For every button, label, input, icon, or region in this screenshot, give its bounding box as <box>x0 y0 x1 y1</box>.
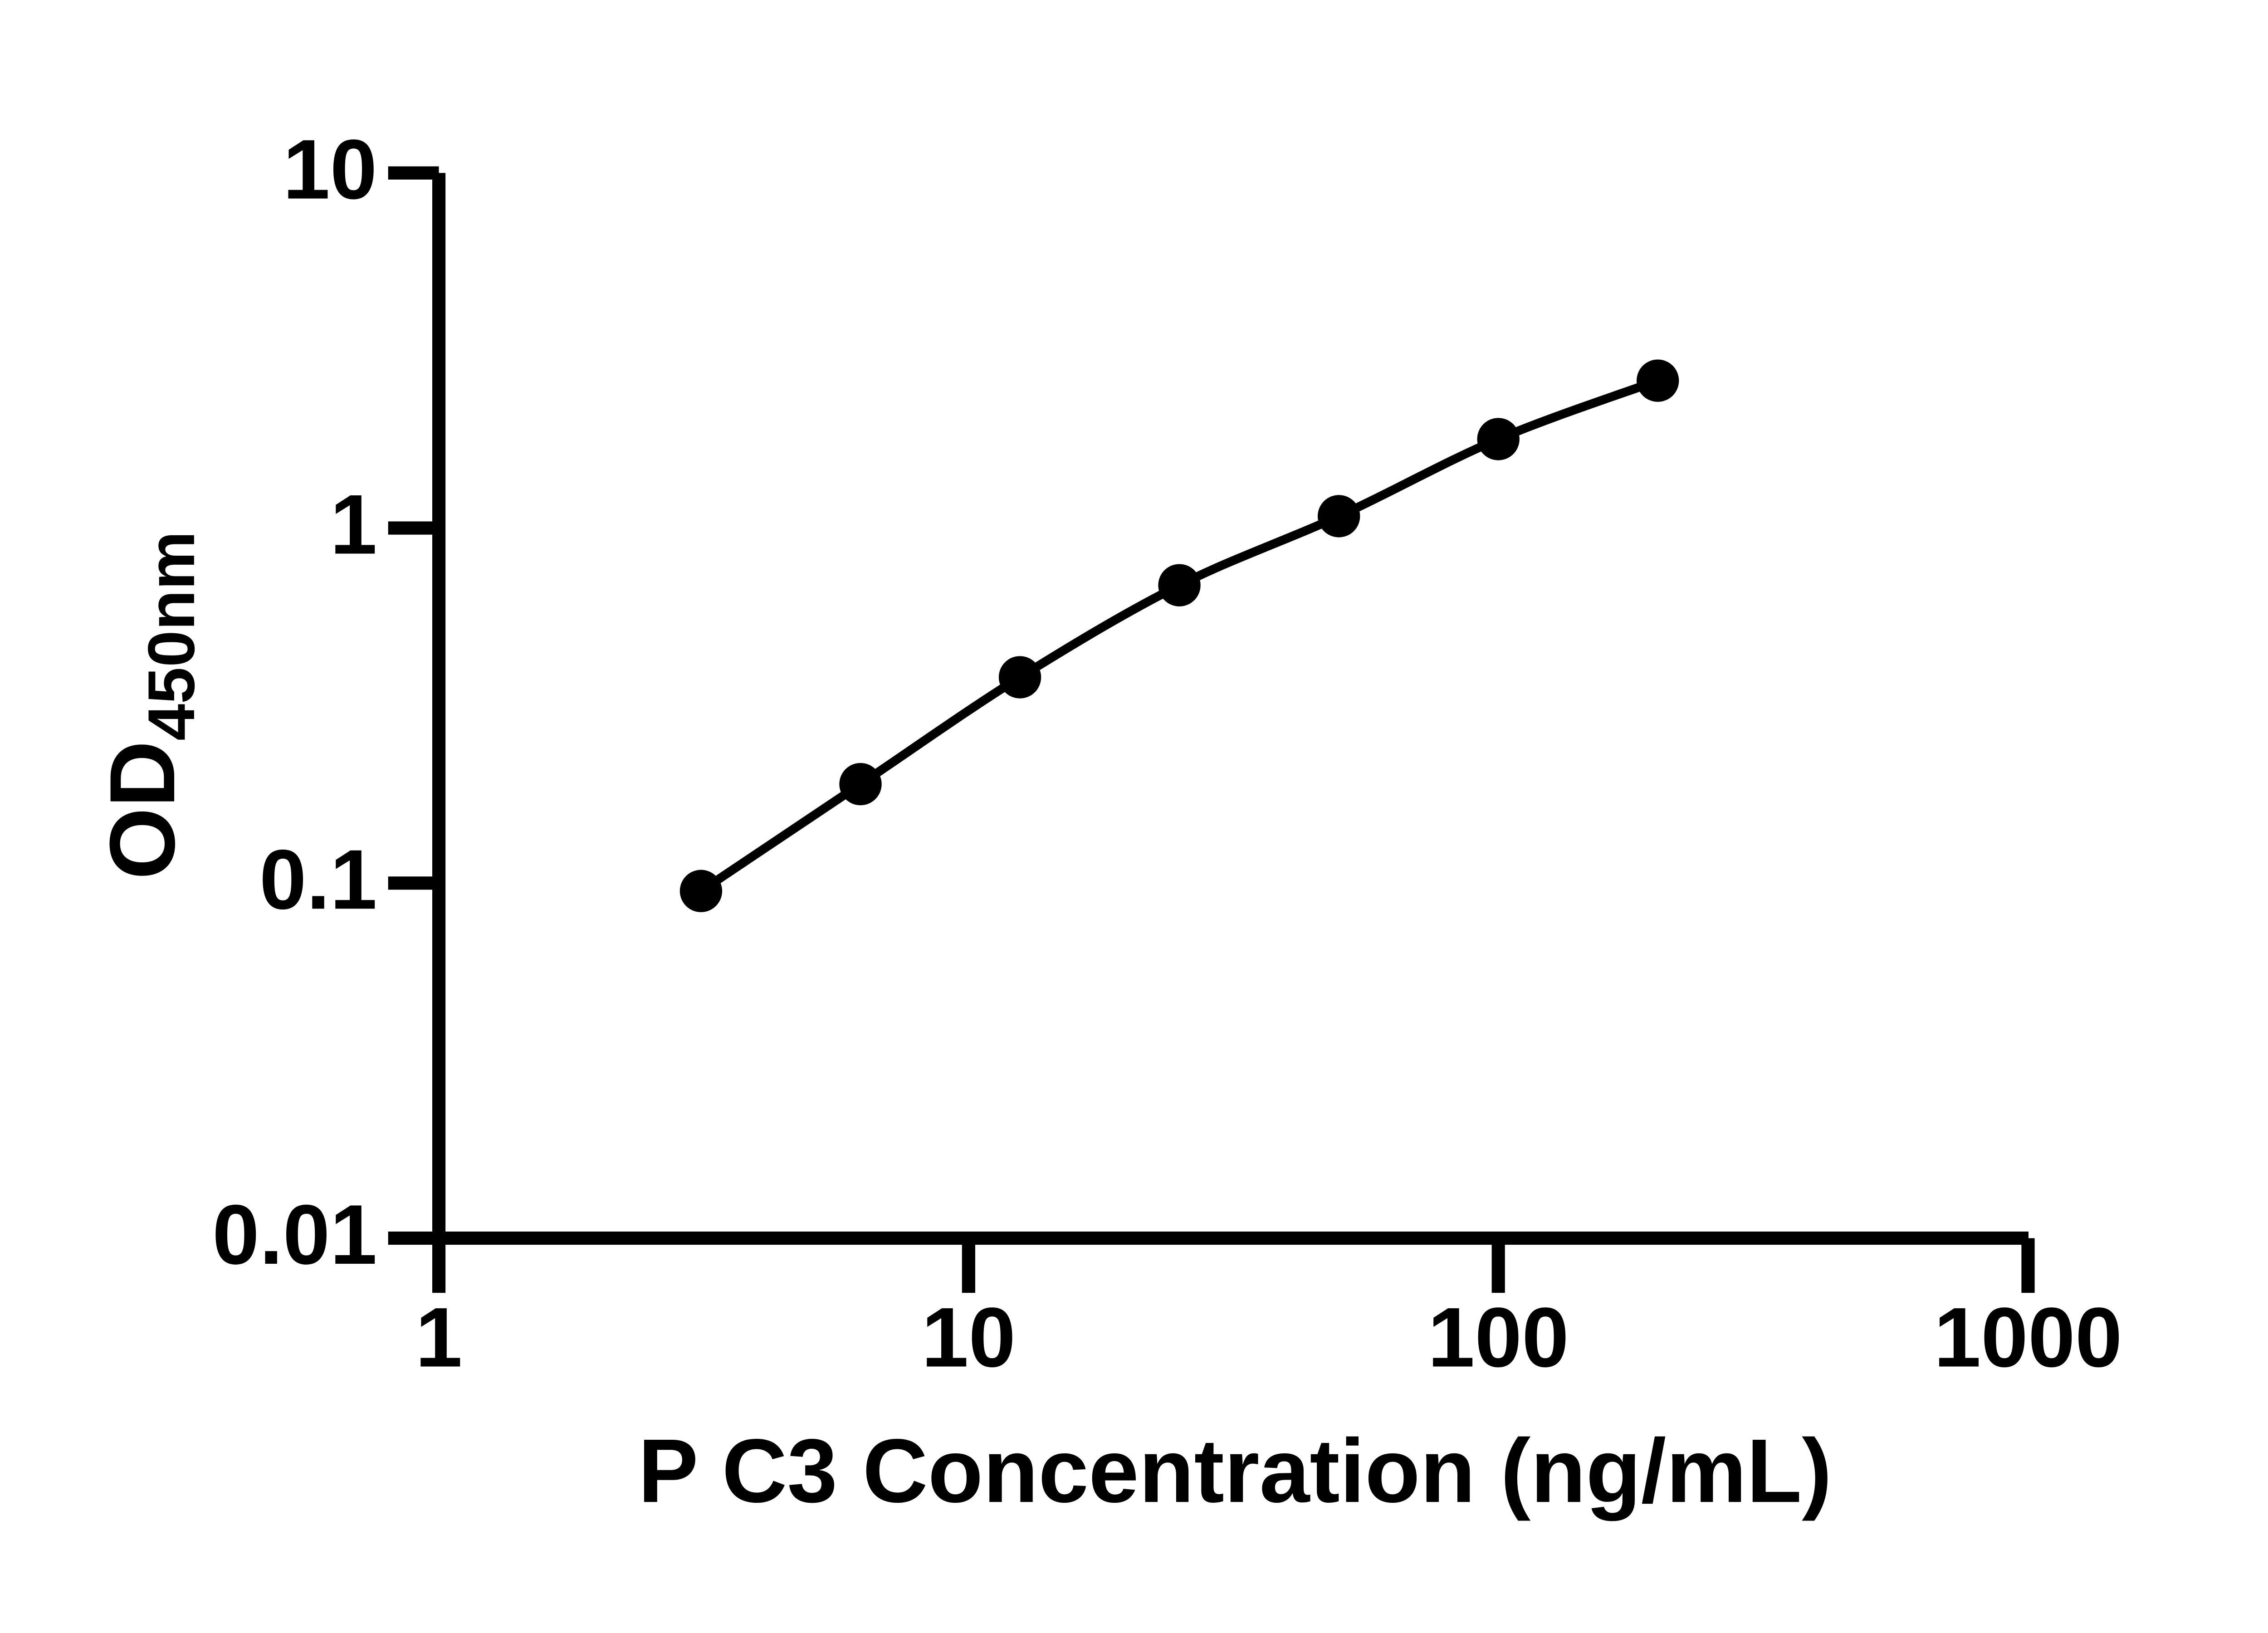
data-point-marker <box>1158 564 1201 606</box>
data-points <box>679 359 1679 912</box>
fit-curve-line <box>696 376 1662 895</box>
x-tick-label: 1 <box>415 1290 463 1385</box>
y-tick-label: 0.1 <box>259 832 377 927</box>
x-tick-label: 1000 <box>1934 1290 2122 1385</box>
y-tick-label: 10 <box>283 122 377 217</box>
data-point-marker <box>1317 495 1360 538</box>
y-axis-title-subscript: 450nm <box>134 531 208 741</box>
y-tick-label: 1 <box>330 477 377 572</box>
x-axis-title: P C3 Concentration (ng/mL) <box>638 1421 1832 1521</box>
axes <box>432 173 2028 1245</box>
x-tick-label: 100 <box>1427 1290 1569 1385</box>
axis-tick-labels: 10 1 0.1 0.01 1 10 100 1000 <box>212 122 2122 1385</box>
data-point-marker <box>1637 359 1679 402</box>
data-point-marker <box>1477 418 1520 460</box>
data-point-marker <box>679 870 723 912</box>
y-tick-label: 0.01 <box>212 1187 377 1282</box>
data-point-marker <box>998 656 1041 699</box>
y-axis-title-base: OD <box>91 741 194 880</box>
axis-ticks <box>388 166 2035 1293</box>
x-tick-label: 10 <box>922 1290 1016 1385</box>
y-axis-title: OD450nm <box>91 531 208 880</box>
data-point-marker <box>839 763 882 806</box>
axis-frame <box>432 173 2028 1245</box>
